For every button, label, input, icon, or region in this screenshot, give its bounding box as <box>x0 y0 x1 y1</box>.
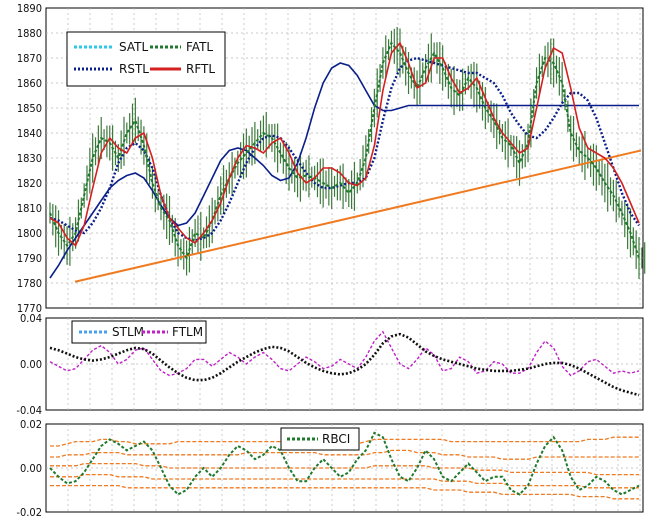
price-panel: 1890 1880 1870 1860 1850 1840 1830 1820 1810 1800… <box>17 2 646 315</box>
y-tick-label: 0.04 <box>20 312 42 325</box>
y-tick-label: -0.02 <box>16 506 42 518</box>
fatl-line <box>49 41 640 261</box>
rbci-bands <box>50 436 639 500</box>
y-tick-label: 1860 <box>17 77 42 90</box>
band-lower-outer-line <box>50 484 639 500</box>
band-lower-inner-line <box>50 473 639 489</box>
y-tick-label: 0.00 <box>20 462 42 475</box>
y-tick-label: 1800 <box>17 227 42 240</box>
y-tick-label: 1810 <box>17 202 42 215</box>
price-legend: SATL FATL RSTL RFTL <box>66 31 226 87</box>
band-center-line <box>50 462 639 476</box>
ftlm-line <box>49 330 640 377</box>
y-tick-label: 1890 <box>17 2 42 15</box>
y-tick-label: 1790 <box>17 252 42 265</box>
rbci-panel: 0.02 0.00 -0.02 RBCI <box>16 418 644 518</box>
legend-stlm-label: STLM <box>112 325 144 339</box>
legend-satl-label: SATL <box>119 40 148 54</box>
legend-rstl-label: RSTL <box>119 62 149 76</box>
legend-fatl-label: FATL <box>186 40 213 54</box>
y-tick-label: 1780 <box>17 277 42 290</box>
trend-line <box>74 149 642 283</box>
momentum-panel: 0.04 0.00 -0.04 STLM FTLM <box>16 312 644 417</box>
y-tick-label: 1880 <box>17 27 42 40</box>
rftl-line <box>49 41 640 247</box>
legend-rftl-label: RFTL <box>186 62 215 76</box>
y-tick-label: 1850 <box>17 102 42 115</box>
rbci-legend: RBCI <box>280 427 360 451</box>
legend-ftlm-label: FTLM <box>172 325 203 339</box>
rbci-line <box>49 431 640 496</box>
y-tick-label: 0.00 <box>20 358 42 371</box>
y-tick-label: 1820 <box>17 177 42 190</box>
y-tick-label: 1830 <box>17 152 42 165</box>
rbci-y-ticks: 0.02 0.00 -0.02 <box>16 418 42 518</box>
satl-line <box>49 62 639 279</box>
price-y-ticks: 1890 1880 1870 1860 1850 1840 1830 1820 1810 1800… <box>17 2 42 315</box>
rstl-line <box>49 56 640 242</box>
momentum-y-ticks: 0.04 0.00 -0.04 <box>16 312 42 417</box>
y-tick-label: -0.04 <box>16 404 42 417</box>
y-tick-label: 1870 <box>17 52 42 65</box>
y-tick-label: 0.02 <box>20 418 42 431</box>
legend-rbci-label: RBCI <box>322 432 350 446</box>
y-tick-label: 1770 <box>17 302 42 315</box>
y-tick-label: 1840 <box>17 127 42 140</box>
momentum-legend: STLM FTLM <box>71 320 207 344</box>
